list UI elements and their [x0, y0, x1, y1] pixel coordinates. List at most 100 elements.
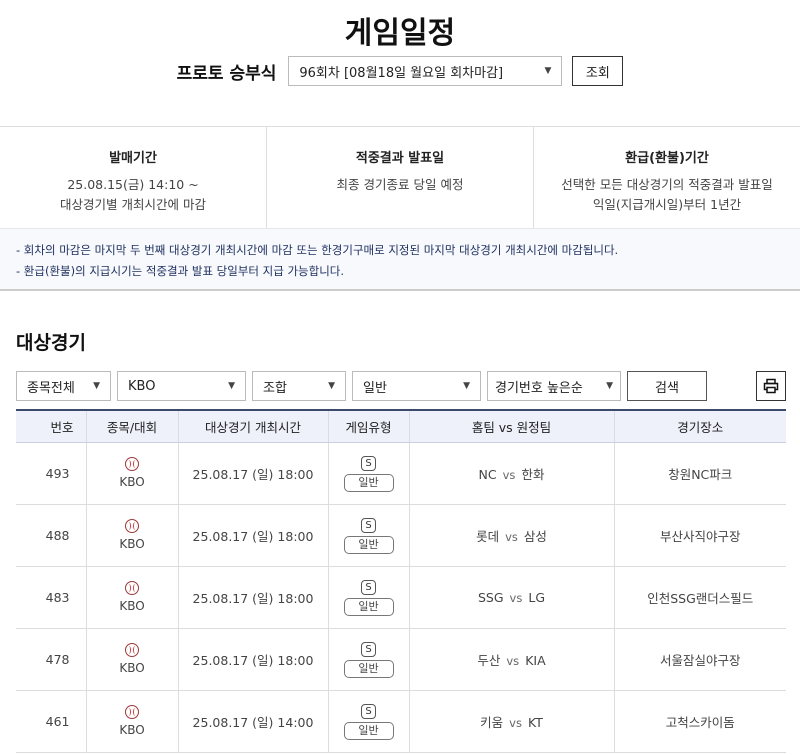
table-row[interactable]: 493 KBO 25.08.17 (일) 18:00 S 일반 NC vs 한화 창원…: [16, 442, 786, 505]
table-row[interactable]: 483 KBO 25.08.17 (일) 18:00 S 일반 SSG vs LG 인…: [16, 566, 786, 629]
away-team: KT: [527, 714, 543, 730]
baseball-icon: [125, 519, 139, 533]
sport-filter[interactable]: 종목전체 ▼: [16, 371, 111, 401]
filter-value: 일반: [363, 380, 387, 396]
game-number: 493: [16, 442, 86, 505]
notes: - 회차의 마감은 마지막 두 번째 대상경기 개최시간에 마감 또는 한경기구…: [0, 228, 800, 291]
home-team: 키움: [480, 714, 504, 730]
caret-down-icon: ▼: [328, 381, 335, 391]
game-number: 461: [16, 690, 86, 753]
home-team: SSG: [477, 589, 504, 605]
caret-down-icon: ▼: [544, 66, 552, 76]
away-team: 한화: [521, 466, 545, 482]
baseball-icon: [125, 705, 139, 719]
round-selector: 프로토 승부식 96회차 [08월18일 월요일 회차마감] ▼ 조회: [0, 56, 800, 86]
teams-cell: 키움 vs KT: [408, 690, 614, 753]
game-type-badge: 일반: [343, 536, 394, 554]
caret-down-icon: ▼: [606, 381, 613, 391]
filter-search-button[interactable]: 검색: [627, 371, 707, 401]
vs-label: vs: [505, 529, 518, 544]
game-type-cell: S 일반: [327, 442, 409, 505]
info-title: 적중결과 발표일: [355, 151, 445, 166]
round-select-value: 96회차 [08월18일 월요일 회차마감]: [299, 65, 504, 81]
info-text: 대상경기별 개최시간에 마감: [60, 197, 206, 212]
league-cell: KBO: [85, 628, 178, 691]
game-time: 25.08.17 (일) 18:00: [177, 504, 328, 567]
games-table: 번호 종목/대회 대상경기 개최시간 게임유형 홈팀 vs 원정팀 경기장소 493 KB…: [16, 409, 786, 753]
table-row[interactable]: 478 KBO 25.08.17 (일) 18:00 S 일반 두산 vs KIA 서…: [16, 628, 786, 691]
table-row[interactable]: 461 KBO 25.08.17 (일) 14:00 S 일반 키움 vs KT 고척…: [16, 690, 786, 753]
league-name: KBO: [119, 599, 145, 613]
note: - 환급(환불)의 지급시기는 적중결과 발표 당일부터 지급 가능합니다.: [16, 264, 345, 278]
league-cell: KBO: [85, 442, 178, 505]
s-badge: S: [361, 642, 376, 657]
venue: 인천SSG랜더스필드: [613, 566, 786, 629]
venue: 창원NC파크: [613, 442, 786, 505]
page-title: 게임일정: [344, 16, 456, 51]
column-header: 경기장소: [613, 409, 786, 443]
vs-label: vs: [509, 590, 523, 605]
filter-value: KBO: [128, 378, 156, 394]
baseball-icon: [125, 643, 139, 657]
info-text: 25.08.15(금) 14:10 ~: [67, 177, 199, 192]
filter-bar: 종목전체 ▼ KBO ▼ 조합 ▼ 일반 ▼ 경기번호 높은순 ▼ 검색: [16, 371, 707, 401]
league-cell: KBO: [85, 690, 178, 753]
caret-down-icon: ▼: [228, 381, 235, 391]
game-time: 25.08.17 (일) 18:00: [177, 442, 328, 505]
caret-down-icon: ▼: [93, 381, 100, 391]
away-team: LG: [528, 589, 546, 605]
column-header: 번호: [16, 409, 86, 443]
game-type-badge: 일반: [343, 474, 394, 492]
baseball-icon: [125, 457, 139, 471]
column-header: 종목/대회: [85, 409, 178, 443]
game-type-badge: 일반: [343, 722, 394, 740]
away-team: 삼성: [523, 528, 547, 544]
game-number: 483: [16, 566, 86, 629]
info-title: 환급(환불)기간: [625, 151, 709, 166]
s-badge: S: [361, 704, 376, 719]
teams-cell: NC vs 한화: [408, 442, 614, 505]
sale-period: 발매기간 25.08.15(금) 14:10 ~ 대상경기별 개최시간에 마감: [0, 127, 267, 228]
round-select[interactable]: 96회차 [08월18일 월요일 회차마감] ▼: [288, 56, 563, 86]
away-team: KIA: [525, 652, 546, 668]
s-badge: S: [361, 580, 376, 595]
venue: 고척스카이돔: [613, 690, 786, 753]
home-team: NC: [478, 466, 497, 482]
print-button[interactable]: [756, 371, 786, 401]
sort-filter[interactable]: 경기번호 높은순 ▼: [487, 371, 621, 401]
vs-label: vs: [509, 715, 522, 730]
home-team: 두산: [477, 652, 501, 668]
home-team: 롯데: [476, 528, 500, 544]
game-number: 488: [16, 504, 86, 567]
filter-value: 경기번호 높은순: [495, 380, 583, 396]
info-text: 익일(지급개시일)부터 1년간: [592, 197, 742, 212]
vs-label: vs: [506, 653, 520, 668]
vs-label: vs: [502, 467, 516, 482]
info-text: 선택한 모든 대상경기의 적중결과 발표일: [561, 177, 773, 192]
league-filter[interactable]: KBO ▼: [117, 371, 246, 401]
game-time: 25.08.17 (일) 14:00: [177, 690, 328, 753]
filter-value: 종목전체: [27, 380, 75, 396]
game-time: 25.08.17 (일) 18:00: [177, 566, 328, 629]
teams-cell: 롯데 vs 삼성: [408, 504, 614, 567]
venue: 부산사직야구장: [613, 504, 786, 567]
note: - 회차의 마감은 마지막 두 번째 대상경기 개최시간에 마감 또는 한경기구…: [16, 243, 619, 257]
league-name: KBO: [119, 475, 145, 489]
game-type-badge: 일반: [343, 598, 394, 616]
teams-cell: 두산 vs KIA: [408, 628, 614, 691]
game-type-cell: S 일반: [327, 504, 409, 567]
s-badge: S: [361, 518, 376, 533]
table-row[interactable]: 488 KBO 25.08.17 (일) 18:00 S 일반 롯데 vs 삼성 부산…: [16, 504, 786, 567]
game-type-badge: 일반: [343, 660, 394, 678]
s-badge: S: [361, 456, 376, 471]
game-time: 25.08.17 (일) 18:00: [177, 628, 328, 691]
game-number: 478: [16, 628, 86, 691]
type-filter[interactable]: 조합 ▼: [252, 371, 346, 401]
game-filter[interactable]: 일반 ▼: [352, 371, 481, 401]
info-text: 최종 경기종료 당일 예정: [336, 177, 464, 192]
league-name: KBO: [119, 537, 145, 551]
baseball-icon: [125, 581, 139, 595]
round-search-button[interactable]: 조회: [572, 56, 624, 86]
